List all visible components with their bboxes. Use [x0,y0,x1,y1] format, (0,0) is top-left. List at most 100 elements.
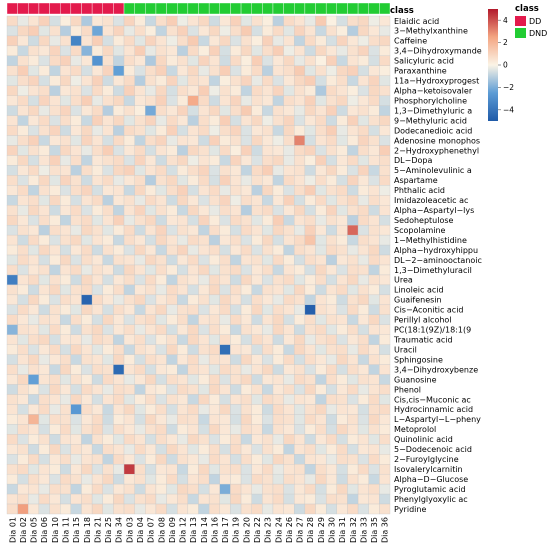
heatmap-cell [283,483,295,495]
heatmap-cell [123,404,135,415]
column-label: Dia 22 [253,517,262,543]
heatmap-cell [208,234,220,246]
heatmap-cell [60,15,72,27]
heatmap-cell [28,115,40,126]
heatmap-cell [102,234,114,246]
heatmap-cell [81,155,93,166]
heatmap-cell [113,304,125,315]
heatmap-cell [283,414,295,425]
heatmap-cell [113,404,125,415]
heatmap-cell [123,454,135,465]
heatmap-cell [102,105,114,116]
heatmap-cell [208,454,220,465]
heatmap-cell [134,394,146,405]
heatmap-cell [262,344,274,355]
annotation-cell [113,2,125,15]
heatmap-cell [219,493,231,505]
heatmap-cell [166,175,178,186]
heatmap-cell [17,85,29,96]
heatmap-cell [49,294,61,306]
heatmap-cell [38,294,50,306]
heatmap-cell [283,175,295,186]
heatmap-cell [230,135,242,146]
heatmap-cell [315,344,327,355]
heatmap-cell [240,115,252,126]
heatmap-cell [91,374,103,385]
heatmap-cell [368,145,380,156]
heatmap-cell [60,85,72,96]
heatmap-cell [145,15,157,27]
heatmap-cell [368,434,380,445]
heatmap-cell [113,324,125,335]
heatmap-cell [357,75,369,86]
heatmap-cell [166,424,178,435]
heatmap-cell [177,175,189,186]
heatmap-cell [81,234,93,246]
heatmap-cell [81,483,93,495]
heatmap-cell [49,175,61,186]
heatmap-cell [347,444,359,455]
heatmap-cell [155,25,167,37]
heatmap-cell [145,394,157,405]
heatmap-cell [187,65,199,76]
heatmap-cell [251,364,263,375]
heatmap-cell [70,394,82,405]
heatmap-cell [368,503,380,515]
heatmap-cell [177,493,189,505]
heatmap-cell [166,344,178,355]
heatmap-cell [347,434,359,445]
heatmap-cell [198,394,210,405]
heatmap-cell [251,394,263,405]
heatmap-cell [123,224,135,236]
heatmap-cell [315,244,327,256]
heatmap-cell [113,254,125,266]
heatmap-cell [251,145,263,156]
heatmap-cell [251,324,263,335]
heatmap-cell [198,55,210,66]
heatmap-cell [208,155,220,166]
heatmap-cell [123,384,135,395]
heatmap-cell [155,364,167,375]
heatmap-cell [379,444,391,455]
heatmap-cell [102,25,114,37]
heatmap-cell [134,244,146,256]
heatmap-cell [379,274,391,286]
heatmap-cell [81,95,93,106]
column-label: Dia 33 [359,517,368,543]
heatmap-cell [134,75,146,86]
heatmap-cell [28,25,40,37]
heatmap-cell [123,145,135,156]
heatmap-cell [123,175,135,186]
heatmap-cell [187,15,199,27]
heatmap-cell [155,444,167,455]
heatmap-cell [272,195,284,206]
heatmap-cell [177,444,189,455]
heatmap-cell [368,55,380,66]
heatmap-cell [304,454,316,465]
heatmap-cell [6,284,18,296]
heatmap-cell [187,454,199,465]
heatmap-cell [155,324,167,335]
heatmap-cell [81,324,93,335]
annotation-cell [166,2,178,15]
heatmap-cell [283,493,295,505]
heatmap-cell [6,244,18,256]
heatmap-cell [70,95,82,106]
heatmap-cell [155,394,167,405]
column-label: Dia 03 [125,517,134,543]
heatmap-cell [272,25,284,37]
heatmap-cell [379,155,391,166]
heatmap-cell [91,284,103,296]
row-label: L−Aspartyl−L−pheny [394,415,481,424]
heatmap-cell [6,215,18,226]
heatmap-cell [166,414,178,425]
heatmap-cell [49,394,61,405]
heatmap-cell [230,15,242,27]
heatmap-cell [379,25,391,37]
heatmap-cell [272,185,284,196]
heatmap-cell [262,145,274,156]
heatmap-cell [304,493,316,505]
heatmap-cell [102,503,114,515]
heatmap-cell [315,284,327,296]
heatmap-cell [272,334,284,345]
